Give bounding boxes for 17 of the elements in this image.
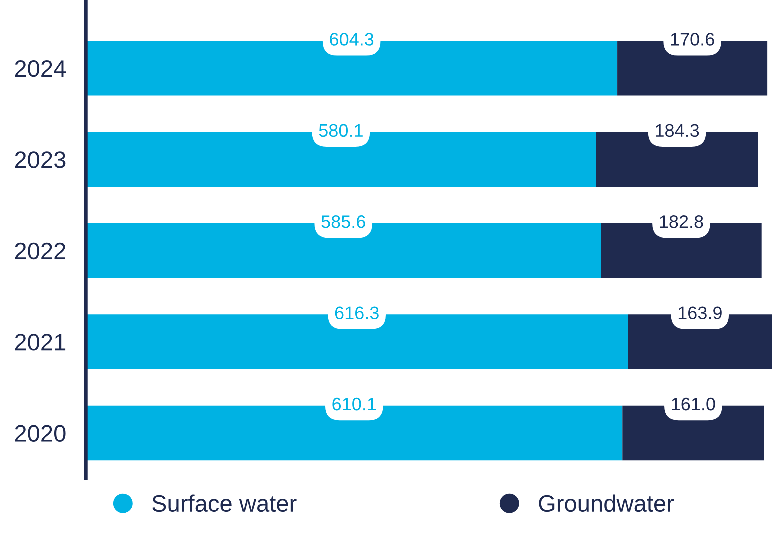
data-label: 182.8 bbox=[660, 216, 704, 228]
data-label: 170.6 bbox=[671, 33, 714, 46]
data-label: 163.9 bbox=[678, 306, 722, 320]
y-tick-label: 2023 bbox=[15, 152, 66, 168]
data-label: 604.3 bbox=[330, 33, 374, 46]
data-label: 184.3 bbox=[656, 124, 700, 138]
legend-label: Surface water bbox=[152, 494, 297, 512]
y-tick-label: 2020 bbox=[15, 425, 66, 442]
data-label: 161.0 bbox=[672, 398, 716, 411]
data-label: 585.6 bbox=[322, 216, 366, 228]
y-tick-label: 2024 bbox=[15, 60, 66, 78]
legend-label: Groundwater bbox=[539, 494, 674, 512]
y-tick-label: 2021 bbox=[15, 334, 66, 351]
data-label: 580.1 bbox=[319, 124, 363, 138]
y-tick-label: 2022 bbox=[15, 242, 66, 260]
data-label: 616.3 bbox=[335, 306, 379, 320]
data-label: 610.1 bbox=[332, 398, 376, 411]
